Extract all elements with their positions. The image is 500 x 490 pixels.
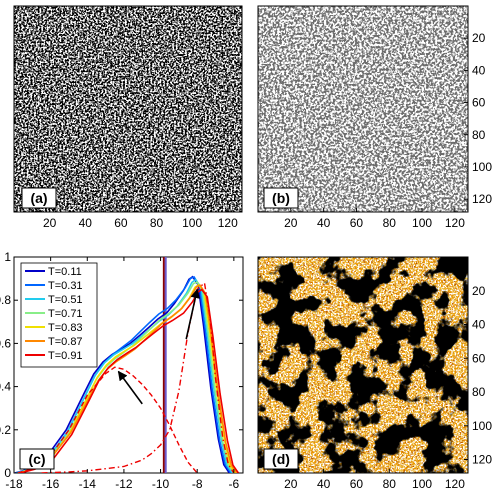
x-tick-label: 80	[383, 216, 397, 230]
y-tick-label: 20	[472, 284, 486, 298]
panel-c-x-ticks: -18 -16 -14 -12 -10 -8 -6	[5, 257, 240, 490]
y-tick-label: 40	[472, 318, 486, 332]
x-tick-label: 100	[182, 216, 202, 230]
x-tick-label: -18	[5, 477, 23, 490]
annotation-arrow	[185, 288, 201, 340]
x-tick-label: 20	[43, 216, 57, 230]
annotation-arrow	[117, 370, 143, 405]
panel-a-label-box	[21, 187, 57, 209]
y-tick-label: 120	[472, 453, 492, 467]
legend-label: T=0.91	[48, 350, 83, 362]
x-tick-label: 40	[79, 216, 93, 230]
x-tick-label: -6	[229, 477, 240, 490]
y-tick-label: 0.8	[0, 293, 11, 307]
y-tick-label: 1	[4, 250, 11, 264]
legend-label: T=0.11	[48, 266, 82, 278]
panel-c-label-box	[19, 448, 55, 470]
y-tick-label: 40	[472, 63, 486, 77]
panel-a-x-ticks: 20 40 60 80 100 120	[43, 208, 238, 230]
panel-d-frame	[257, 256, 469, 474]
x-tick-label: 60	[350, 477, 364, 490]
x-tick-label: -14	[79, 477, 97, 490]
panel-d-x-ticks: 20 40 60 80 100 120	[284, 469, 465, 490]
x-tick-label: 60	[350, 216, 364, 230]
panel-d: 20 40 60 80 100 120 20 40 60 80 100 120 (d)	[257, 256, 492, 490]
x-tick-label: 20	[284, 216, 298, 230]
panel-a-frame	[13, 5, 243, 213]
panel-b-label-box	[263, 187, 299, 209]
x-tick-label: 100	[412, 216, 432, 230]
y-tick-label: 20	[472, 31, 486, 45]
panel-d-label-box	[263, 448, 299, 470]
panel-d-texture-black-patches	[258, 257, 468, 473]
panel-a-texture	[14, 6, 242, 212]
panel-b-label: (b)	[272, 190, 290, 206]
panel-a-label: (a)	[30, 190, 47, 206]
panel-b-texture	[258, 6, 468, 212]
x-tick-label: -8	[192, 477, 203, 490]
x-tick-label: 80	[383, 477, 397, 490]
y-tick-label: 0.4	[0, 380, 11, 394]
x-tick-label: -12	[115, 477, 133, 490]
panel-c-legend: T=0.11 T=0.31 T=0.51 T=0.71 T=0.83 T=0.87 T=0.…	[20, 262, 98, 368]
y-tick-label: 120	[472, 192, 492, 206]
x-tick-label: -16	[42, 477, 60, 490]
legend-label: T=0.31	[48, 280, 83, 292]
series-line	[20, 288, 240, 473]
y-tick-label: 100	[472, 419, 492, 433]
y-tick-label: 0.6	[0, 336, 11, 350]
y-tick-label: 60	[472, 96, 486, 110]
legend-box	[20, 262, 98, 368]
y-tick-label: 100	[472, 160, 492, 174]
x-tick-label: 120	[445, 477, 465, 490]
dashed-curve	[41, 281, 235, 473]
y-tick-label: 60	[472, 351, 486, 365]
dashed-curve	[17, 366, 198, 473]
legend-label: T=0.71	[48, 308, 83, 320]
panel-c-series	[14, 275, 240, 473]
panel-d-y-ticks: 20 40 60 80 100 120	[464, 284, 492, 467]
x-tick-label: -10	[152, 477, 170, 490]
y-tick-label: 0.2	[0, 423, 11, 437]
panel-c-vertical-lines	[162, 257, 167, 473]
x-tick-label: 100	[412, 477, 432, 490]
panel-d-label: (d)	[272, 451, 290, 467]
panel-c-label: (c)	[28, 451, 45, 467]
panel-c-arrows	[117, 288, 201, 405]
panel-b-y-ticks: 20 40 60 80 100 120	[464, 31, 492, 206]
y-tick-label: 0	[4, 466, 11, 480]
x-tick-label: 40	[317, 216, 331, 230]
panel-c-dashed-curves	[17, 281, 235, 473]
x-tick-label: 20	[284, 477, 298, 490]
panel-b-x-ticks: 20 40 60 80 100 120	[284, 208, 465, 230]
x-tick-label: 80	[150, 216, 164, 230]
y-tick-label: 80	[472, 128, 486, 142]
legend-label: T=0.87	[48, 336, 83, 348]
x-tick-label: 120	[218, 216, 238, 230]
x-tick-label: 120	[445, 216, 465, 230]
series-line	[19, 284, 238, 473]
y-tick-label: 80	[472, 385, 486, 399]
panel-c-y-ticks: 0 0.2 0.4 0.6 0.8 1	[0, 250, 243, 480]
legend-label: T=0.51	[48, 294, 83, 306]
series-line	[18, 283, 236, 473]
panel-c: -18 -16 -14 -12 -10 -8 -6 0 0.2 0.4 0.6 0.8 1 T=0.1…	[0, 250, 244, 490]
panel-b-frame	[257, 5, 469, 213]
panel-b: 20 40 60 80 100 120 20 40 60 80 100 120 (b)	[257, 5, 492, 230]
x-tick-label: 40	[317, 477, 331, 490]
x-tick-label: 60	[114, 216, 128, 230]
series-line	[14, 275, 230, 473]
legend-label: T=0.83	[48, 322, 83, 334]
panel-a: 20 40 60 80 100 120 (a)	[13, 5, 243, 230]
